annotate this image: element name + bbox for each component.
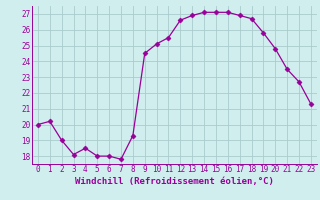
X-axis label: Windchill (Refroidissement éolien,°C): Windchill (Refroidissement éolien,°C) xyxy=(75,177,274,186)
